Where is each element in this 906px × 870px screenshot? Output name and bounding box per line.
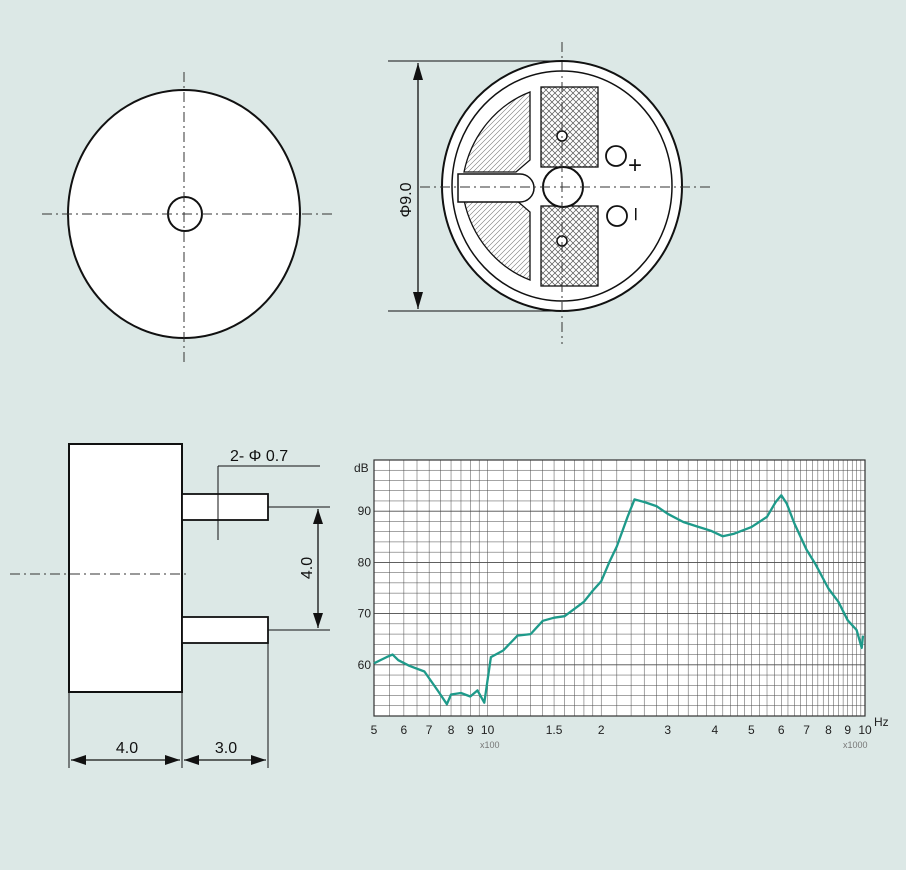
x-tick-label: 9 (844, 723, 851, 737)
terminal-plus-label: + (628, 152, 642, 179)
terminal-minus-label: – (625, 208, 650, 221)
pin-length-arrow-right (251, 755, 266, 765)
x-tick-label: 4 (711, 723, 718, 737)
terminal-plus-marker (605, 145, 627, 167)
back-view: + – Φ9.0 (388, 42, 712, 344)
x-tick-label: 2 (598, 723, 605, 737)
x-tick-label: 7 (803, 723, 810, 737)
pad-bottom-right (540, 205, 599, 287)
pin-spacing-arrow-top (313, 509, 323, 524)
back-view-slot (457, 173, 535, 203)
x-tick-label: 5 (748, 723, 755, 737)
series-line (373, 494, 865, 706)
x-tick-label: 3 (664, 723, 671, 737)
y-tick-label: 90 (358, 504, 372, 518)
side-view-body (68, 443, 183, 693)
x-tick-label: 7 (426, 723, 433, 737)
body-length-arrow-right (165, 755, 180, 765)
x-tick-label: 6 (778, 723, 785, 737)
chart-x-ticks: 5 6 7 8 9 10 1.5 2 3 4 5 6 7 8 9 10 (371, 723, 872, 737)
chart-plot-area (374, 460, 865, 716)
side-view-pin-lower (181, 616, 269, 644)
pad-top-right (540, 86, 599, 168)
x-multiplier-high: x1000 (843, 740, 868, 750)
diameter-label: Φ9.0 (398, 182, 415, 217)
side-view: 2- Φ 0.7 4.0 4.0 3.0 (10, 443, 330, 768)
side-view-pin-upper (181, 493, 269, 521)
x-tick-label: 1.5 (546, 723, 563, 737)
x-tick-label: 6 (401, 723, 408, 737)
chart-y-ticks: 60 70 80 90 (358, 504, 372, 672)
x-tick-label: 8 (448, 723, 455, 737)
x-tick-label: 9 (467, 723, 474, 737)
diameter-arrow-top (413, 63, 423, 80)
y-tick-label: 80 (358, 555, 372, 569)
y-axis-label: dB (354, 461, 369, 475)
x-tick-label: 8 (825, 723, 832, 737)
terminal-minus-marker (606, 205, 628, 227)
pin-spacing-label: 4.0 (299, 557, 316, 579)
x-tick-label: 10 (858, 723, 872, 737)
chart-frame (373, 459, 866, 717)
y-tick-label: 60 (358, 658, 372, 672)
x-tick-label: 10 (481, 723, 495, 737)
x-multiplier-low: x100 (480, 740, 500, 750)
pin-spec-label: 2- Φ 0.7 (230, 448, 288, 465)
y-tick-label: 70 (358, 607, 372, 621)
pin-length-arrow-left (184, 755, 199, 765)
diameter-arrow-bottom (413, 292, 423, 309)
body-length-label: 4.0 (116, 740, 138, 757)
x-tick-label: 5 (371, 723, 378, 737)
pin-length-label: 3.0 (215, 740, 237, 757)
body-length-arrow-left (71, 755, 86, 765)
pad-top-left (463, 91, 531, 173)
x-axis-label: Hz (874, 715, 889, 729)
pin-spacing-arrow-bottom (313, 613, 323, 628)
front-view (42, 72, 334, 366)
